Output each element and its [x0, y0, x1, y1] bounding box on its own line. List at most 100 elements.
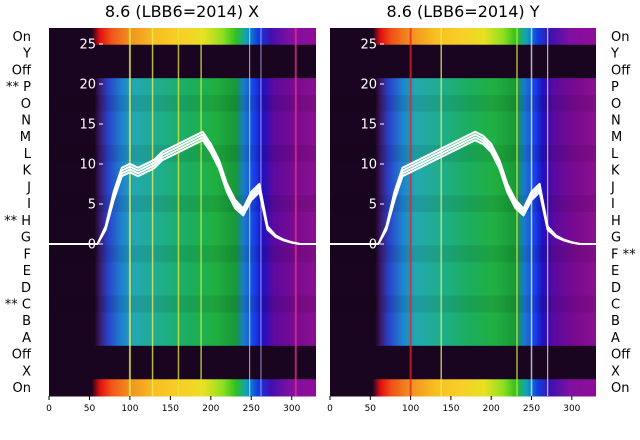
heatmap-row: [330, 362, 596, 380]
y-tick-label: 15: [360, 118, 377, 133]
heatmap-row: [49, 329, 316, 347]
row-label: K: [611, 164, 620, 179]
heatmap-streak: [249, 28, 251, 396]
heatmap-row-shade: [330, 94, 596, 113]
heatmap-row: [330, 111, 596, 129]
heatmap-streak: [200, 28, 202, 396]
heatmap-row: [330, 245, 596, 263]
row-label: G: [611, 231, 621, 246]
x-tick-label: 200: [483, 404, 500, 414]
heatmap-row: [330, 178, 596, 196]
x-tick-label: 250: [523, 404, 540, 414]
x-tick-label: 300: [563, 404, 580, 414]
heatmap-row: [330, 28, 596, 46]
row-label: N: [611, 114, 621, 129]
row-label: A: [611, 331, 620, 346]
heatmap-row: [49, 362, 316, 380]
y-tick-label: 0: [88, 238, 96, 253]
heatmap-streak: [530, 28, 533, 396]
x-tick-label: 0: [46, 404, 52, 414]
heatmap-row: [330, 145, 596, 163]
y-tick-label: 20: [360, 78, 377, 93]
panel-title: 8.6 (LBB6=2014) Y: [386, 2, 539, 21]
row-label: I: [27, 197, 31, 212]
row-label: B: [611, 314, 620, 329]
heatmap-row: [330, 345, 596, 364]
x-tick-label: 50: [365, 404, 377, 414]
row-label: F: [24, 247, 31, 262]
row-label: X: [22, 364, 31, 379]
row-label: L: [24, 147, 32, 162]
heatmap-streak: [440, 28, 442, 396]
x-tick-label: 200: [202, 404, 219, 414]
row-label: On: [13, 30, 31, 45]
row-label: H: [611, 214, 621, 229]
heatmap-streak: [409, 28, 412, 396]
heatmap-row: [330, 61, 596, 79]
row-label: Y: [610, 47, 619, 62]
row-label: D: [21, 281, 31, 296]
heatmap-row: [330, 278, 596, 297]
row-label: On: [13, 381, 31, 396]
row-label: L: [611, 147, 619, 162]
row-label: F **: [611, 247, 636, 262]
heatmap-row: [49, 312, 316, 330]
heatmap-row-shade: [330, 145, 596, 163]
row-label: M: [20, 130, 31, 145]
heatmap-row: [330, 329, 596, 347]
heatmap-row: [330, 78, 596, 96]
x-tick-label: 100: [402, 404, 419, 414]
row-label: J: [610, 180, 615, 195]
x-tick-label: 0: [327, 404, 333, 414]
row-label: ** H: [4, 214, 31, 229]
heatmap-row: [330, 312, 596, 330]
row-label: ** P: [6, 80, 31, 95]
heatmap-row: [330, 295, 596, 313]
heatmap-row: [49, 178, 316, 196]
row-label: X: [611, 364, 620, 379]
row-label: M: [611, 130, 622, 145]
heatmap-streak: [294, 28, 297, 396]
heatmap-row-shade: [330, 295, 596, 313]
row-label: Off: [12, 348, 32, 363]
x-tick-label: 300: [283, 404, 300, 414]
heatmap-streak: [547, 28, 549, 396]
heatmap-row: [330, 94, 596, 113]
row-label: E: [611, 264, 619, 279]
row-label: O: [21, 97, 31, 112]
y-tick-label: 0: [369, 238, 377, 253]
row-label: B: [22, 314, 31, 329]
row-label: A: [22, 331, 31, 346]
heatmap-row-shade: [49, 295, 316, 313]
row-label: Y: [22, 47, 31, 62]
y-tick-label: 10: [79, 158, 96, 173]
row-label: K: [22, 164, 31, 179]
y-tick-label: 20: [79, 78, 96, 93]
heatmap-row-shade: [330, 245, 596, 263]
trace-line: [330, 130, 596, 245]
y-tick-label: 10: [360, 158, 377, 173]
y-tick-label: 5: [88, 198, 96, 213]
y-tick-label: 5: [369, 198, 377, 213]
row-label: On: [611, 381, 629, 396]
x-tick-label: 150: [162, 404, 179, 414]
row-label: G: [21, 231, 31, 246]
x-tick-label: 150: [442, 404, 459, 414]
row-label: I: [611, 197, 615, 212]
heatmap-row: [330, 262, 596, 280]
heatmap-streak: [128, 28, 131, 396]
heatmap-streak: [151, 28, 154, 396]
x-tick-label: 50: [84, 404, 96, 414]
row-label: D: [611, 281, 621, 296]
heatmap-row: [49, 345, 316, 364]
x-tick-label: 250: [243, 404, 260, 414]
panel-title: 8.6 (LBB6=2014) X: [105, 2, 259, 21]
heatmap-streak: [260, 28, 262, 396]
heatmap-row: [330, 212, 596, 230]
heatmap-row: [330, 44, 596, 62]
trace-line: [49, 130, 316, 245]
heatmap-streak: [177, 28, 180, 396]
row-label: O: [611, 97, 621, 112]
